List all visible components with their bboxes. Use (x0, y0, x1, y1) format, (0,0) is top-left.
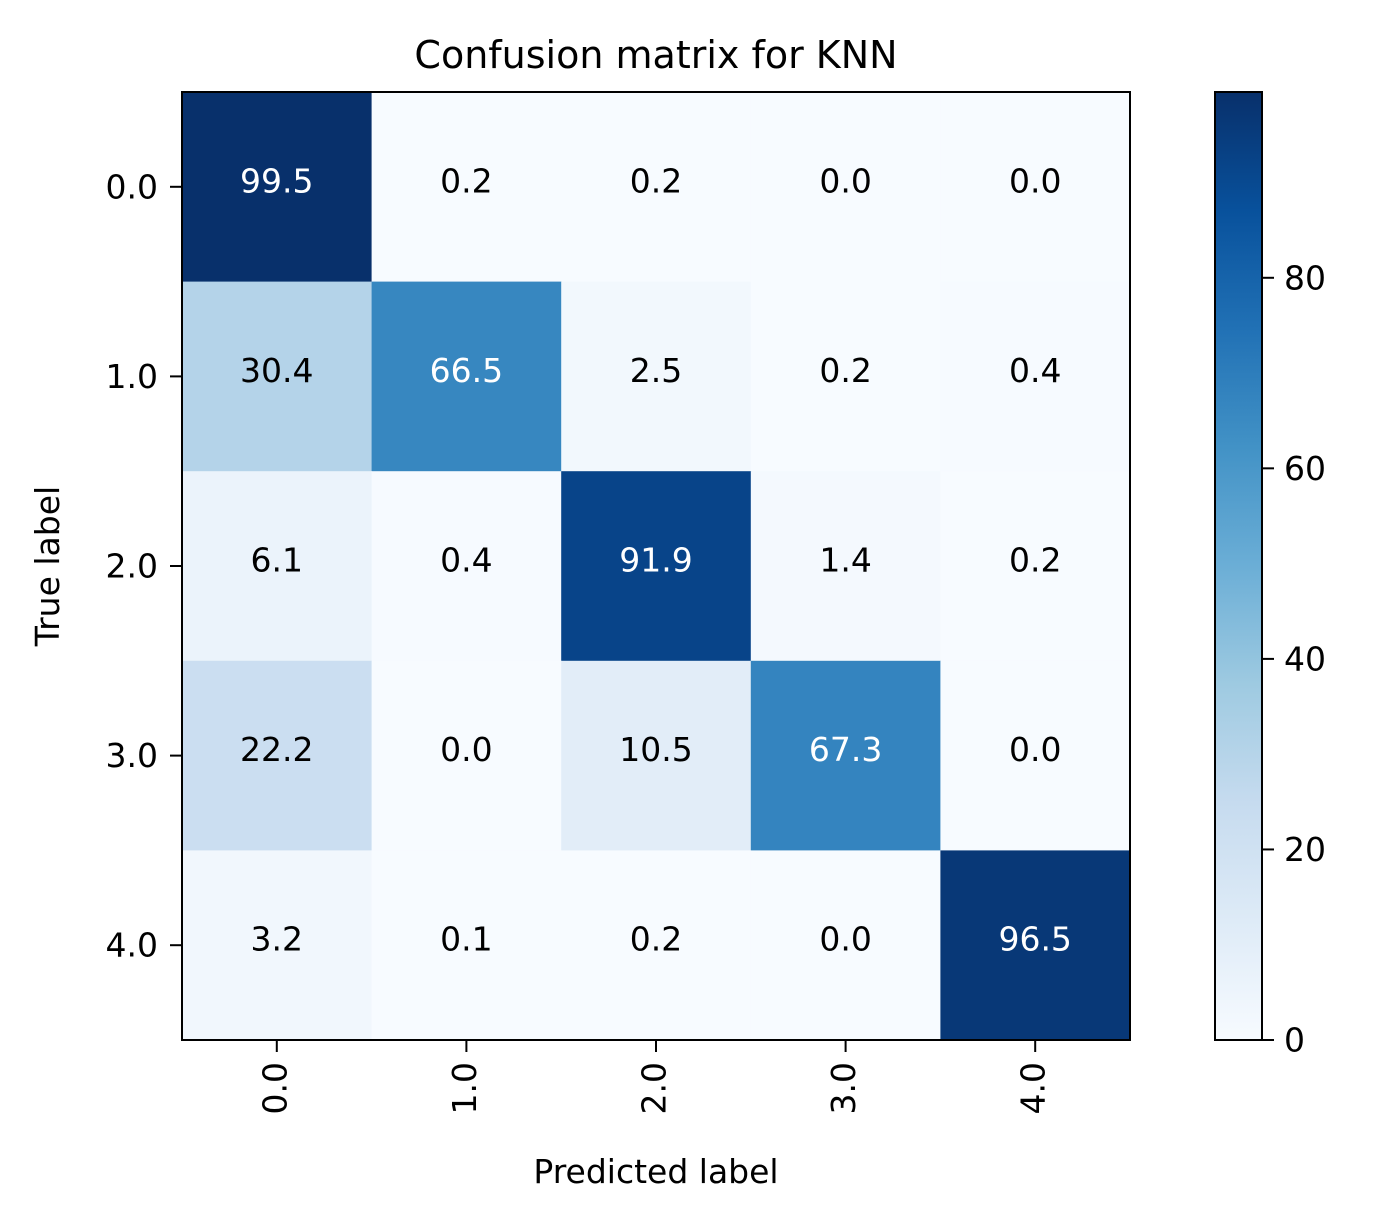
y-tick-label: 1.0 (106, 357, 158, 396)
heatmap-cell-r4-c1 (371, 850, 562, 1041)
cell-value-r3-c3: 67.3 (809, 730, 882, 769)
heatmap-cell-r2-c4 (940, 471, 1131, 662)
heatmap-cell-r3-c0 (182, 660, 373, 851)
cell-value-r2-c1: 0.4 (440, 541, 492, 580)
x-axis-label: Predicted label (533, 1152, 778, 1191)
colorbar (1215, 92, 1262, 1040)
cell-value-r0-c1: 0.2 (440, 161, 492, 200)
heatmap-cell-r2-c2 (561, 471, 752, 662)
cell-value-r4-c0: 3.2 (251, 920, 303, 959)
x-tick-label: 4.0 (1014, 1062, 1053, 1114)
x-axis-ticks: 0.0 1.0 2.0 3.0 4.0 (255, 1040, 1053, 1114)
cell-value-r0-c0: 99.5 (240, 161, 313, 200)
cell-value-r2-c3: 1.4 (819, 541, 871, 580)
heatmap-cell-r3-c3 (750, 660, 941, 851)
chart-title: Confusion matrix for KNN (414, 33, 897, 77)
cell-value-r4-c2: 0.2 (630, 920, 682, 959)
cell-value-r2-c2: 91.9 (619, 541, 692, 580)
cell-value-r2-c0: 6.1 (251, 541, 303, 580)
heatmap-cell-r1-c4 (940, 281, 1131, 472)
heatmap-cell-r0-c1 (371, 92, 562, 283)
heatmap-cell-r0-c0 (182, 92, 373, 283)
heatmap-cell-r4-c0 (182, 850, 373, 1041)
heatmap-cell-r3-c2 (561, 660, 752, 851)
cell-value-r0-c3: 0.0 (819, 161, 871, 200)
y-tick-label: 4.0 (106, 926, 158, 965)
y-tick-label: 0.0 (106, 167, 158, 206)
cell-value-r1-c3: 0.2 (819, 351, 871, 390)
cell-value-r3-c4: 0.0 (1009, 730, 1061, 769)
y-tick-label: 2.0 (106, 547, 158, 586)
colorbar-tick-label: 0 (1284, 1021, 1305, 1060)
x-tick-label: 1.0 (445, 1062, 484, 1114)
cell-value-r0-c2: 0.2 (630, 161, 682, 200)
colorbar-tick-label: 40 (1284, 639, 1326, 678)
cell-value-r1-c0: 30.4 (240, 351, 313, 390)
cell-value-r1-c2: 2.5 (630, 351, 682, 390)
colorbar-tick-label: 80 (1284, 258, 1326, 297)
heatmap-cell-r0-c2 (561, 92, 752, 283)
cell-value-r1-c4: 0.4 (1009, 351, 1061, 390)
cell-labels: 99.5 0.2 0.2 0.0 0.0 30.4 66.5 2.5 0.2 0.4 6.1 0.4 9… (240, 161, 1072, 958)
x-tick-label: 0.0 (255, 1062, 294, 1114)
cell-value-r4-c3: 0.0 (819, 920, 871, 959)
heatmap-cell-r4-c2 (561, 850, 752, 1041)
cell-value-r0-c4: 0.0 (1009, 161, 1061, 200)
heatmap-cell-r3-c1 (371, 660, 562, 851)
cell-value-r4-c1: 0.1 (440, 920, 492, 959)
heatmap-cell-r1-c1 (371, 281, 562, 472)
y-axis-ticks: 0.0 1.0 2.0 3.0 4.0 (106, 167, 182, 965)
cell-value-r3-c0: 22.2 (240, 730, 313, 769)
x-tick-label: 2.0 (635, 1062, 674, 1114)
heatmap-cell-r4-c3 (750, 850, 941, 1041)
y-tick-label: 3.0 (106, 736, 158, 775)
heatmap-cell-r3-c4 (940, 660, 1131, 851)
heatmap-cells (182, 92, 1131, 1041)
heatmap-cell-r2-c0 (182, 471, 373, 662)
colorbar-tick-label: 20 (1284, 830, 1326, 869)
x-tick-label: 3.0 (824, 1062, 863, 1114)
colorbar-ticks: 0 20 40 60 80 (1262, 258, 1326, 1060)
cell-value-r4-c4: 96.5 (998, 920, 1071, 959)
cell-value-r1-c1: 66.5 (430, 351, 503, 390)
heatmap-cell-r2-c1 (371, 471, 562, 662)
y-axis-label: True label (28, 486, 67, 647)
heatmap-cell-r1-c3 (750, 281, 941, 472)
heatmap-cell-r0-c4 (940, 92, 1131, 283)
cell-value-r2-c4: 0.2 (1009, 541, 1061, 580)
heatmap-cell-r1-c2 (561, 281, 752, 472)
heatmap-cell-r0-c3 (750, 92, 941, 283)
heatmap-cell-r2-c3 (750, 471, 941, 662)
cell-value-r3-c1: 0.0 (440, 730, 492, 769)
colorbar-frame (1214, 91, 1263, 1041)
colorbar-tick-label: 60 (1284, 449, 1326, 488)
heatmap-cell-r4-c4 (940, 850, 1131, 1041)
heatmap-cell-r1-c0 (182, 281, 373, 472)
cell-value-r3-c2: 10.5 (619, 730, 692, 769)
